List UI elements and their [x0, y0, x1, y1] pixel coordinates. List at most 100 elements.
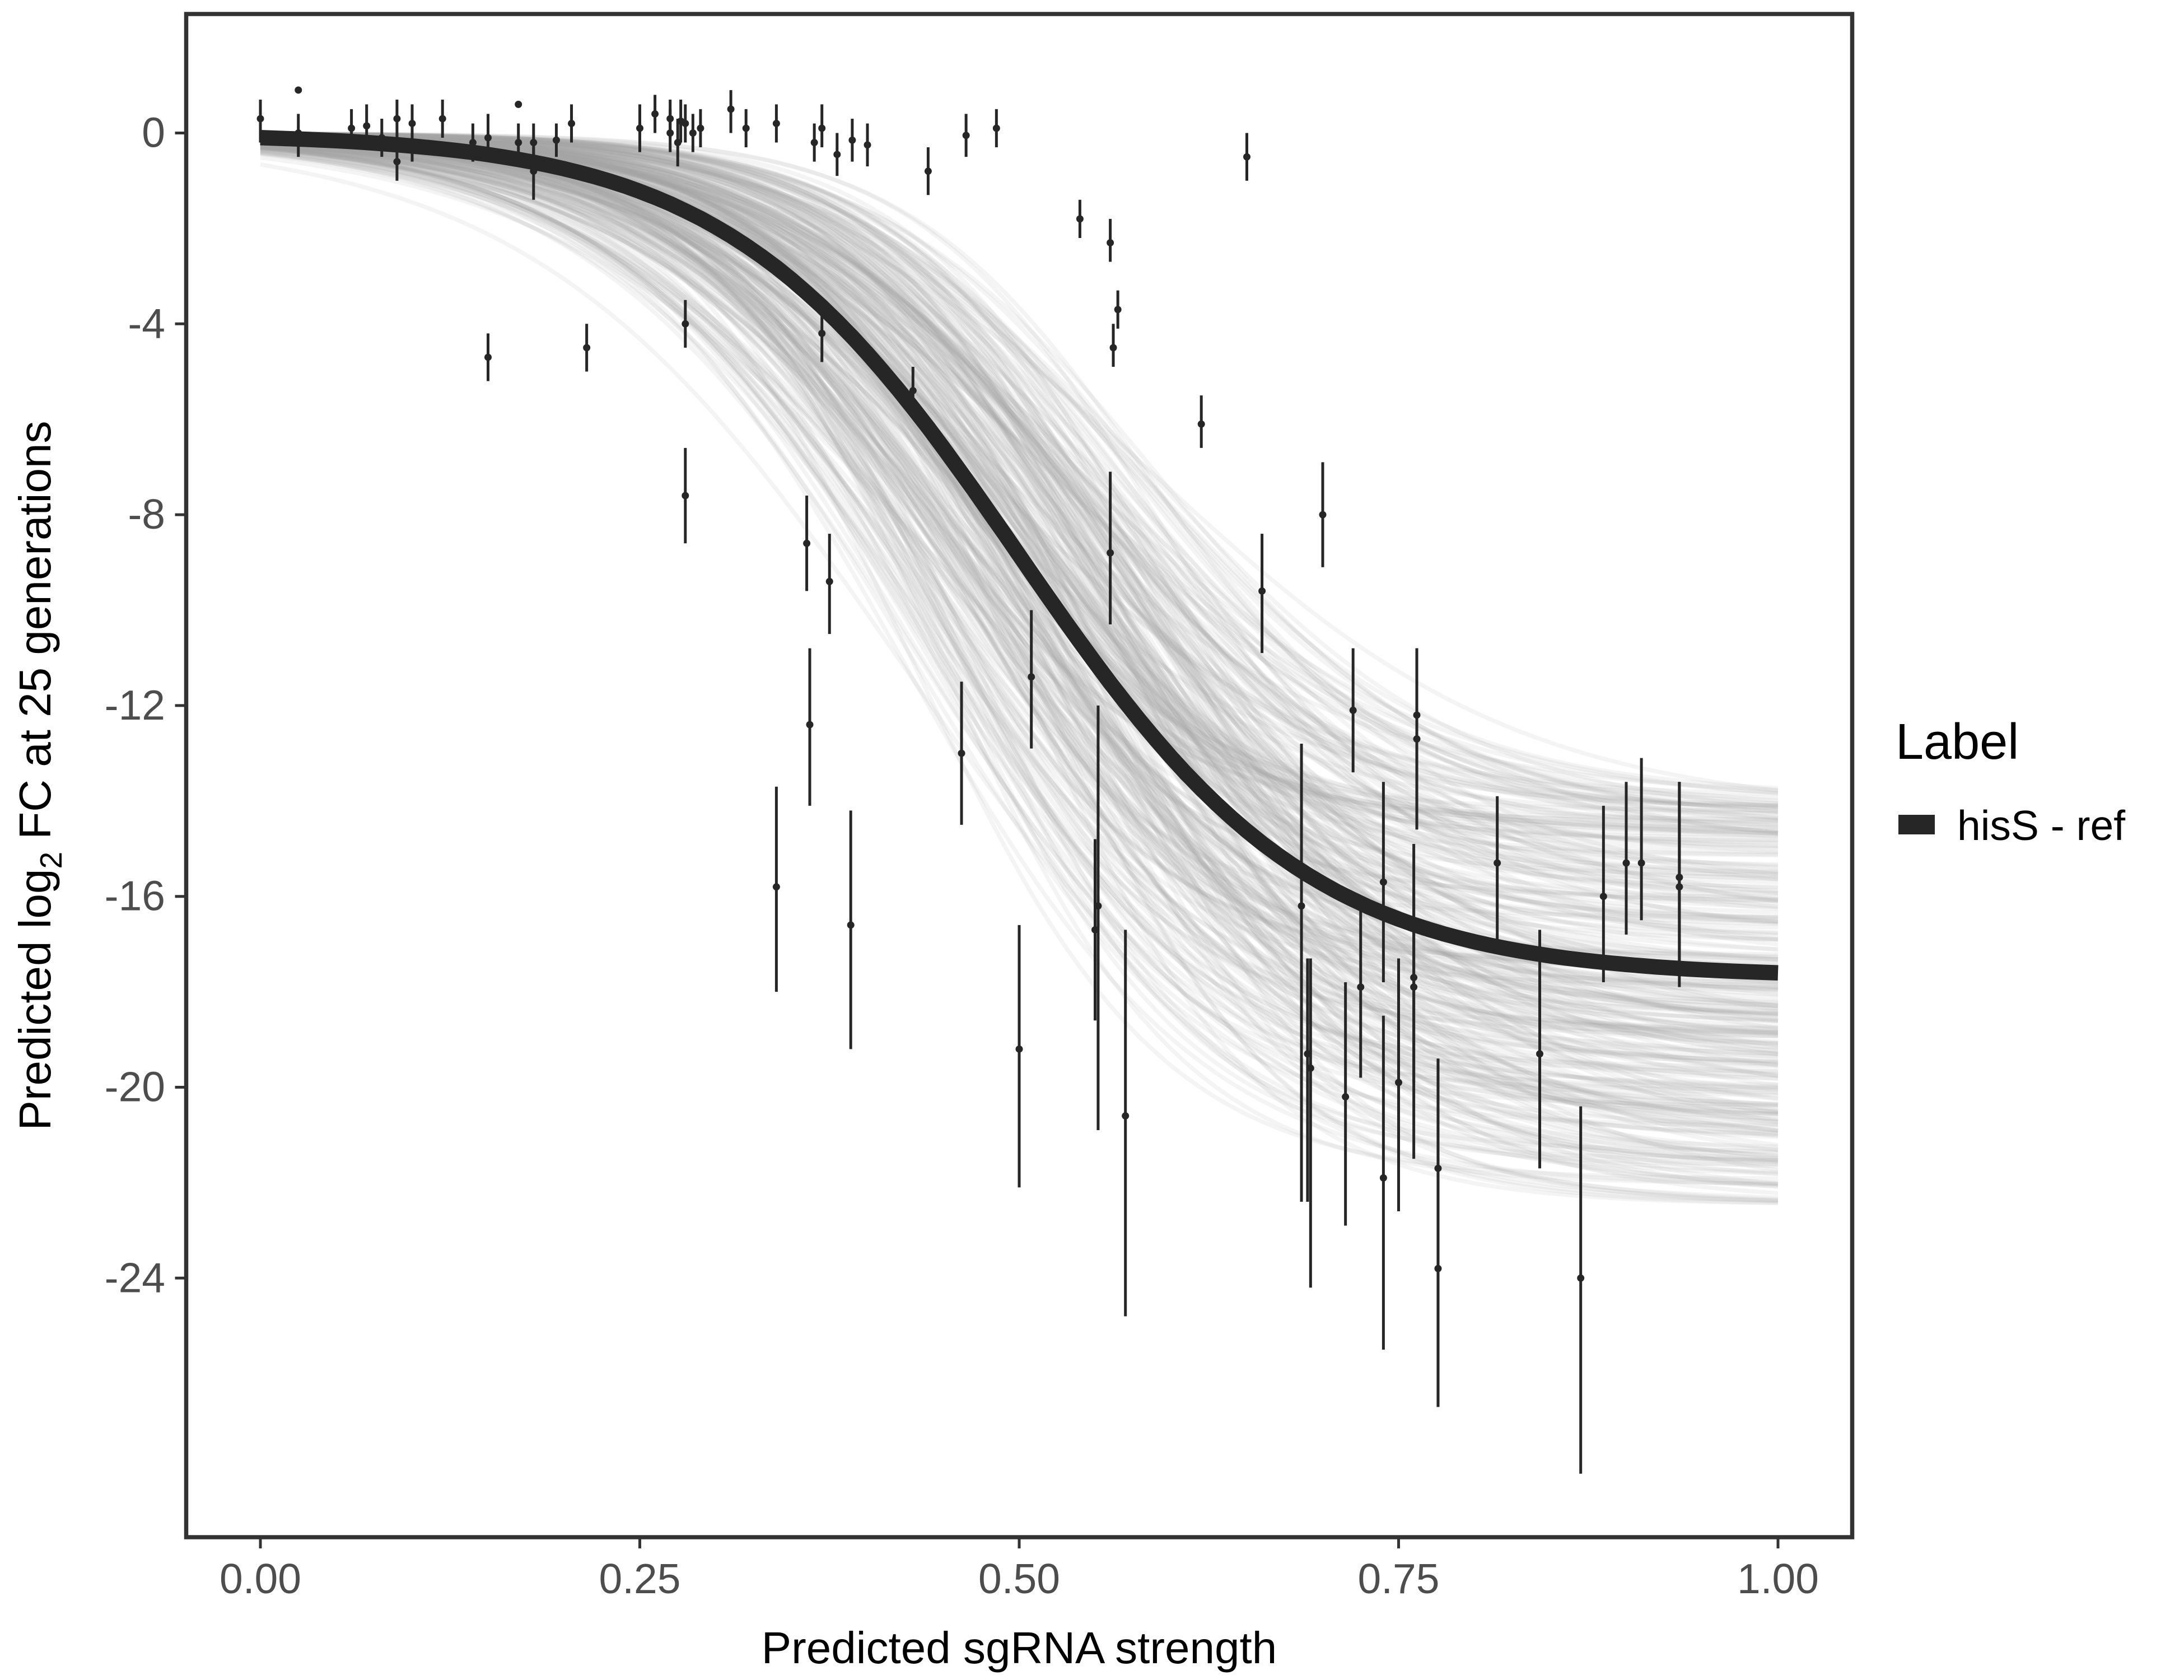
posterior-draw-line — [260, 133, 1779, 868]
posterior-draw-line — [260, 138, 1779, 1115]
posterior-draw-line — [260, 137, 1779, 902]
posterior-draw-line — [260, 132, 1779, 827]
posterior-draw-line — [260, 144, 1779, 1110]
data-point — [847, 921, 855, 929]
posterior-draw-line — [260, 138, 1779, 983]
posterior-draw-line — [260, 146, 1779, 1022]
posterior-draw-line — [260, 148, 1779, 1137]
posterior-draw-line — [260, 133, 1779, 926]
data-point — [1094, 902, 1102, 910]
posterior-draw-line — [260, 148, 1779, 930]
data-point — [1349, 706, 1357, 714]
posterior-draw-line — [260, 151, 1779, 1029]
posterior-draw-line — [260, 131, 1779, 810]
data-point — [803, 539, 811, 547]
y-tick-label: -8 — [128, 491, 165, 538]
posterior-draw-line — [260, 132, 1779, 962]
y-axis-title: Predicted log2 FC at 25 generations — [10, 421, 68, 1131]
posterior-draw-line — [260, 132, 1779, 903]
posterior-draw-line — [260, 144, 1779, 1138]
data-point — [363, 122, 371, 130]
data-point — [1028, 673, 1035, 681]
data-point — [1107, 239, 1114, 246]
posterior-draw-line — [260, 147, 1779, 1176]
posterior-draw-line — [260, 138, 1779, 1106]
data-point — [1379, 1174, 1387, 1182]
posterior-draw-line — [260, 132, 1779, 808]
data-point — [393, 158, 401, 166]
posterior-draw-line — [260, 132, 1779, 1076]
posterior-draw-line — [260, 145, 1779, 1203]
x-tick-label: 0.00 — [220, 1555, 301, 1602]
data-point — [256, 115, 264, 123]
posterior-draw-line — [260, 131, 1779, 890]
x-tick-label: 0.75 — [1358, 1555, 1440, 1602]
data-point — [810, 139, 818, 147]
data-point — [864, 141, 871, 149]
posterior-draw-line — [260, 132, 1779, 1188]
posterior-draw-line — [260, 132, 1779, 1189]
posterior-draw-line — [260, 145, 1779, 1096]
posterior-draw-line — [260, 143, 1779, 1133]
posterior-draw-line — [260, 132, 1779, 923]
posterior-draw-line — [260, 132, 1779, 1206]
posterior-draw-line — [260, 132, 1779, 806]
data-point — [1379, 878, 1387, 886]
y-tick-label: -20 — [105, 1063, 165, 1110]
posterior-draw-line — [260, 143, 1779, 1023]
posterior-draw-line — [260, 152, 1779, 1064]
posterior-draw-line — [260, 131, 1779, 1124]
posterior-draw-line — [260, 133, 1779, 941]
posterior-draw-line — [260, 132, 1779, 990]
data-point — [1413, 735, 1421, 743]
posterior-draw-line — [260, 150, 1779, 1011]
posterior-draw-line — [260, 139, 1779, 1122]
posterior-draw-line — [260, 133, 1779, 880]
posterior-draw-line — [260, 141, 1779, 936]
y-tick-label: 0 — [142, 109, 165, 156]
posterior-draw-line — [260, 140, 1779, 952]
posterior-draw-line — [260, 133, 1779, 857]
posterior-draw-line — [260, 146, 1779, 924]
posterior-draw-line — [260, 139, 1779, 1116]
posterior-draw-line — [260, 133, 1779, 814]
posterior-draw-line — [260, 141, 1779, 1008]
data-point — [484, 353, 492, 361]
posterior-draw-line — [260, 132, 1779, 992]
posterior-draw-line — [260, 144, 1779, 1187]
posterior-draw-line — [260, 133, 1779, 809]
posterior-draw-line — [260, 132, 1779, 1164]
data-point — [583, 344, 591, 352]
data-point — [484, 134, 492, 142]
posterior-draw-line — [260, 140, 1779, 1163]
posterior-draw-line — [260, 132, 1779, 791]
data-point — [636, 124, 643, 132]
posterior-draw-line — [260, 143, 1779, 1038]
posterior-draw-line — [260, 146, 1779, 1169]
data-point — [348, 124, 356, 132]
posterior-draw-line — [260, 133, 1779, 809]
posterior-draw-line — [260, 132, 1779, 1092]
data-point — [515, 139, 522, 147]
posterior-draw-line — [260, 132, 1779, 848]
posterior-draw-line — [260, 133, 1779, 1205]
posterior-draw-line — [260, 147, 1779, 1060]
posterior-draw-line — [260, 142, 1779, 1016]
posterior-draw-line — [260, 142, 1779, 1046]
data-point — [552, 136, 560, 144]
posterior-draw-line — [260, 142, 1779, 988]
posterior-draw-line — [260, 133, 1779, 1159]
posterior-draw-line — [260, 132, 1779, 1114]
posterior-draw-line — [260, 133, 1779, 1035]
x-axis: 0.00 0.25 0.50 0.75 1.00 — [220, 1537, 1819, 1602]
posterior-draw-line — [260, 133, 1779, 845]
posterior-draw-line — [260, 143, 1779, 1121]
posterior-draw-line — [260, 132, 1779, 925]
posterior-draw-line — [260, 138, 1779, 1108]
posterior-draw-line — [260, 132, 1779, 879]
data-point — [818, 124, 826, 132]
posterior-draw-line — [260, 139, 1779, 1158]
posterior-draw-line — [260, 134, 1779, 836]
posterior-draw-line — [260, 140, 1779, 882]
data-point — [689, 129, 697, 137]
